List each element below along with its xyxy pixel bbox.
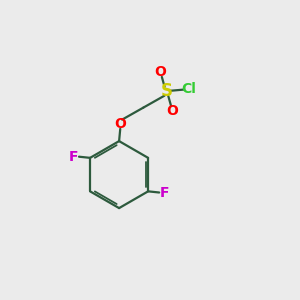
Text: F: F xyxy=(160,185,169,200)
Text: O: O xyxy=(166,104,178,118)
Text: S: S xyxy=(160,82,172,100)
Text: O: O xyxy=(114,117,126,131)
Text: F: F xyxy=(69,150,79,164)
Text: O: O xyxy=(155,65,167,79)
Text: Cl: Cl xyxy=(181,82,196,96)
